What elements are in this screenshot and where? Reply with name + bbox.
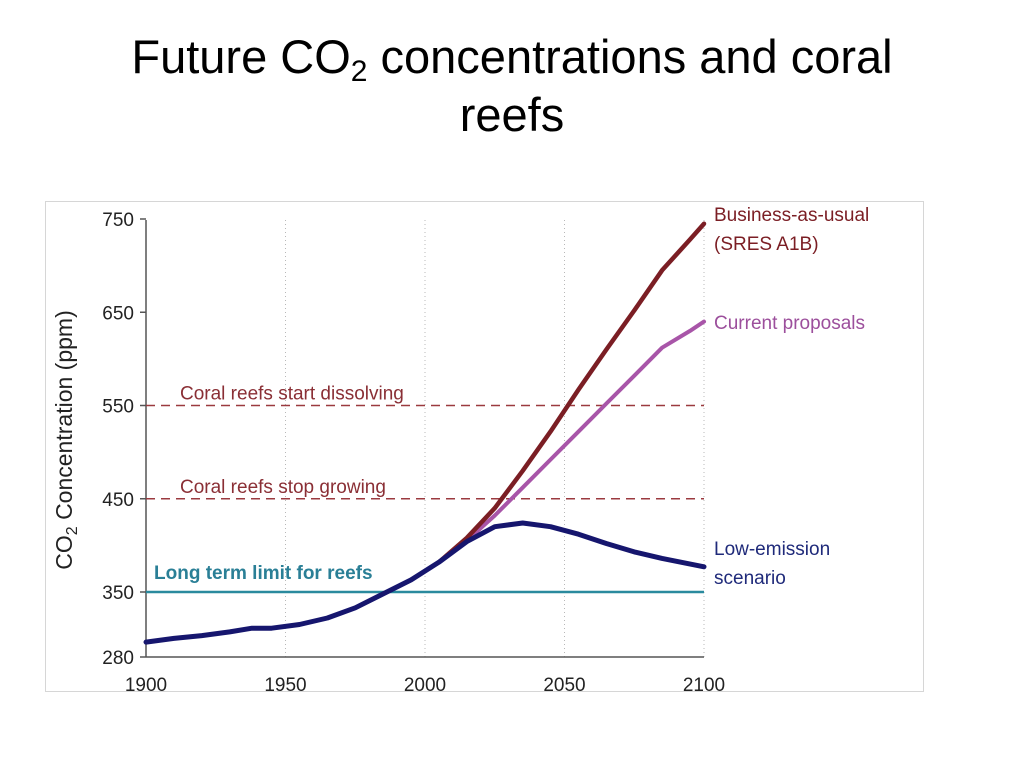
reference-label-long_term_limit: Long term limit for reefs [154,563,373,584]
series-label-current: Current proposals [714,313,865,334]
series-label-low: Low-emission [714,539,830,560]
x-tick-label: 2100 [683,675,725,696]
title-text-post: concentrations and coral [367,30,893,83]
y-tick-label: 750 [102,210,134,231]
series-line-low [143,520,707,645]
reference-label-start_dissolving: Coral reefs start dissolving [180,384,404,405]
slide-title: Future CO2 concentrations and coral reef… [0,28,1024,144]
series-line-business [436,221,707,565]
title-line-2: reefs [459,88,565,141]
series-lines [143,221,707,645]
series-line-current [436,319,706,565]
reference-lines: Coral reefs start dissolving Coral reefs … [146,384,704,594]
x-tick-label: 1950 [264,675,306,696]
reference-label-stop_growing: Coral reefs stop growing [180,477,386,498]
chart-grid [285,220,705,657]
chart-axes [145,220,704,658]
series-label-low: scenario [714,568,786,589]
series-label-business: (SRES A1B) [714,234,819,255]
x-tick-label: 1900 [125,675,167,696]
y-axis-label: CO2 Concentration (ppm) [51,310,81,569]
series-label-business: Business-as-usual [714,205,869,226]
x-tick-label: 2000 [404,675,446,696]
y-tick-label: 550 [102,397,134,418]
series-labels: Low-emission scenario Business-as-usual (SR… [714,205,869,589]
y-tick-label: 450 [102,490,134,511]
chart-frame [45,201,924,692]
y-tick-label: 650 [102,303,134,324]
title-text-pre: Future CO [131,30,351,83]
chart-ticks: 1900 1950 2000 2050 2100 280 350 450 550 650 750 [102,210,725,696]
title-subscript: 2 [350,55,368,88]
y-tick-label: 350 [102,583,134,604]
x-tick-label: 2050 [543,675,585,696]
y-tick-label: 280 [102,648,134,669]
